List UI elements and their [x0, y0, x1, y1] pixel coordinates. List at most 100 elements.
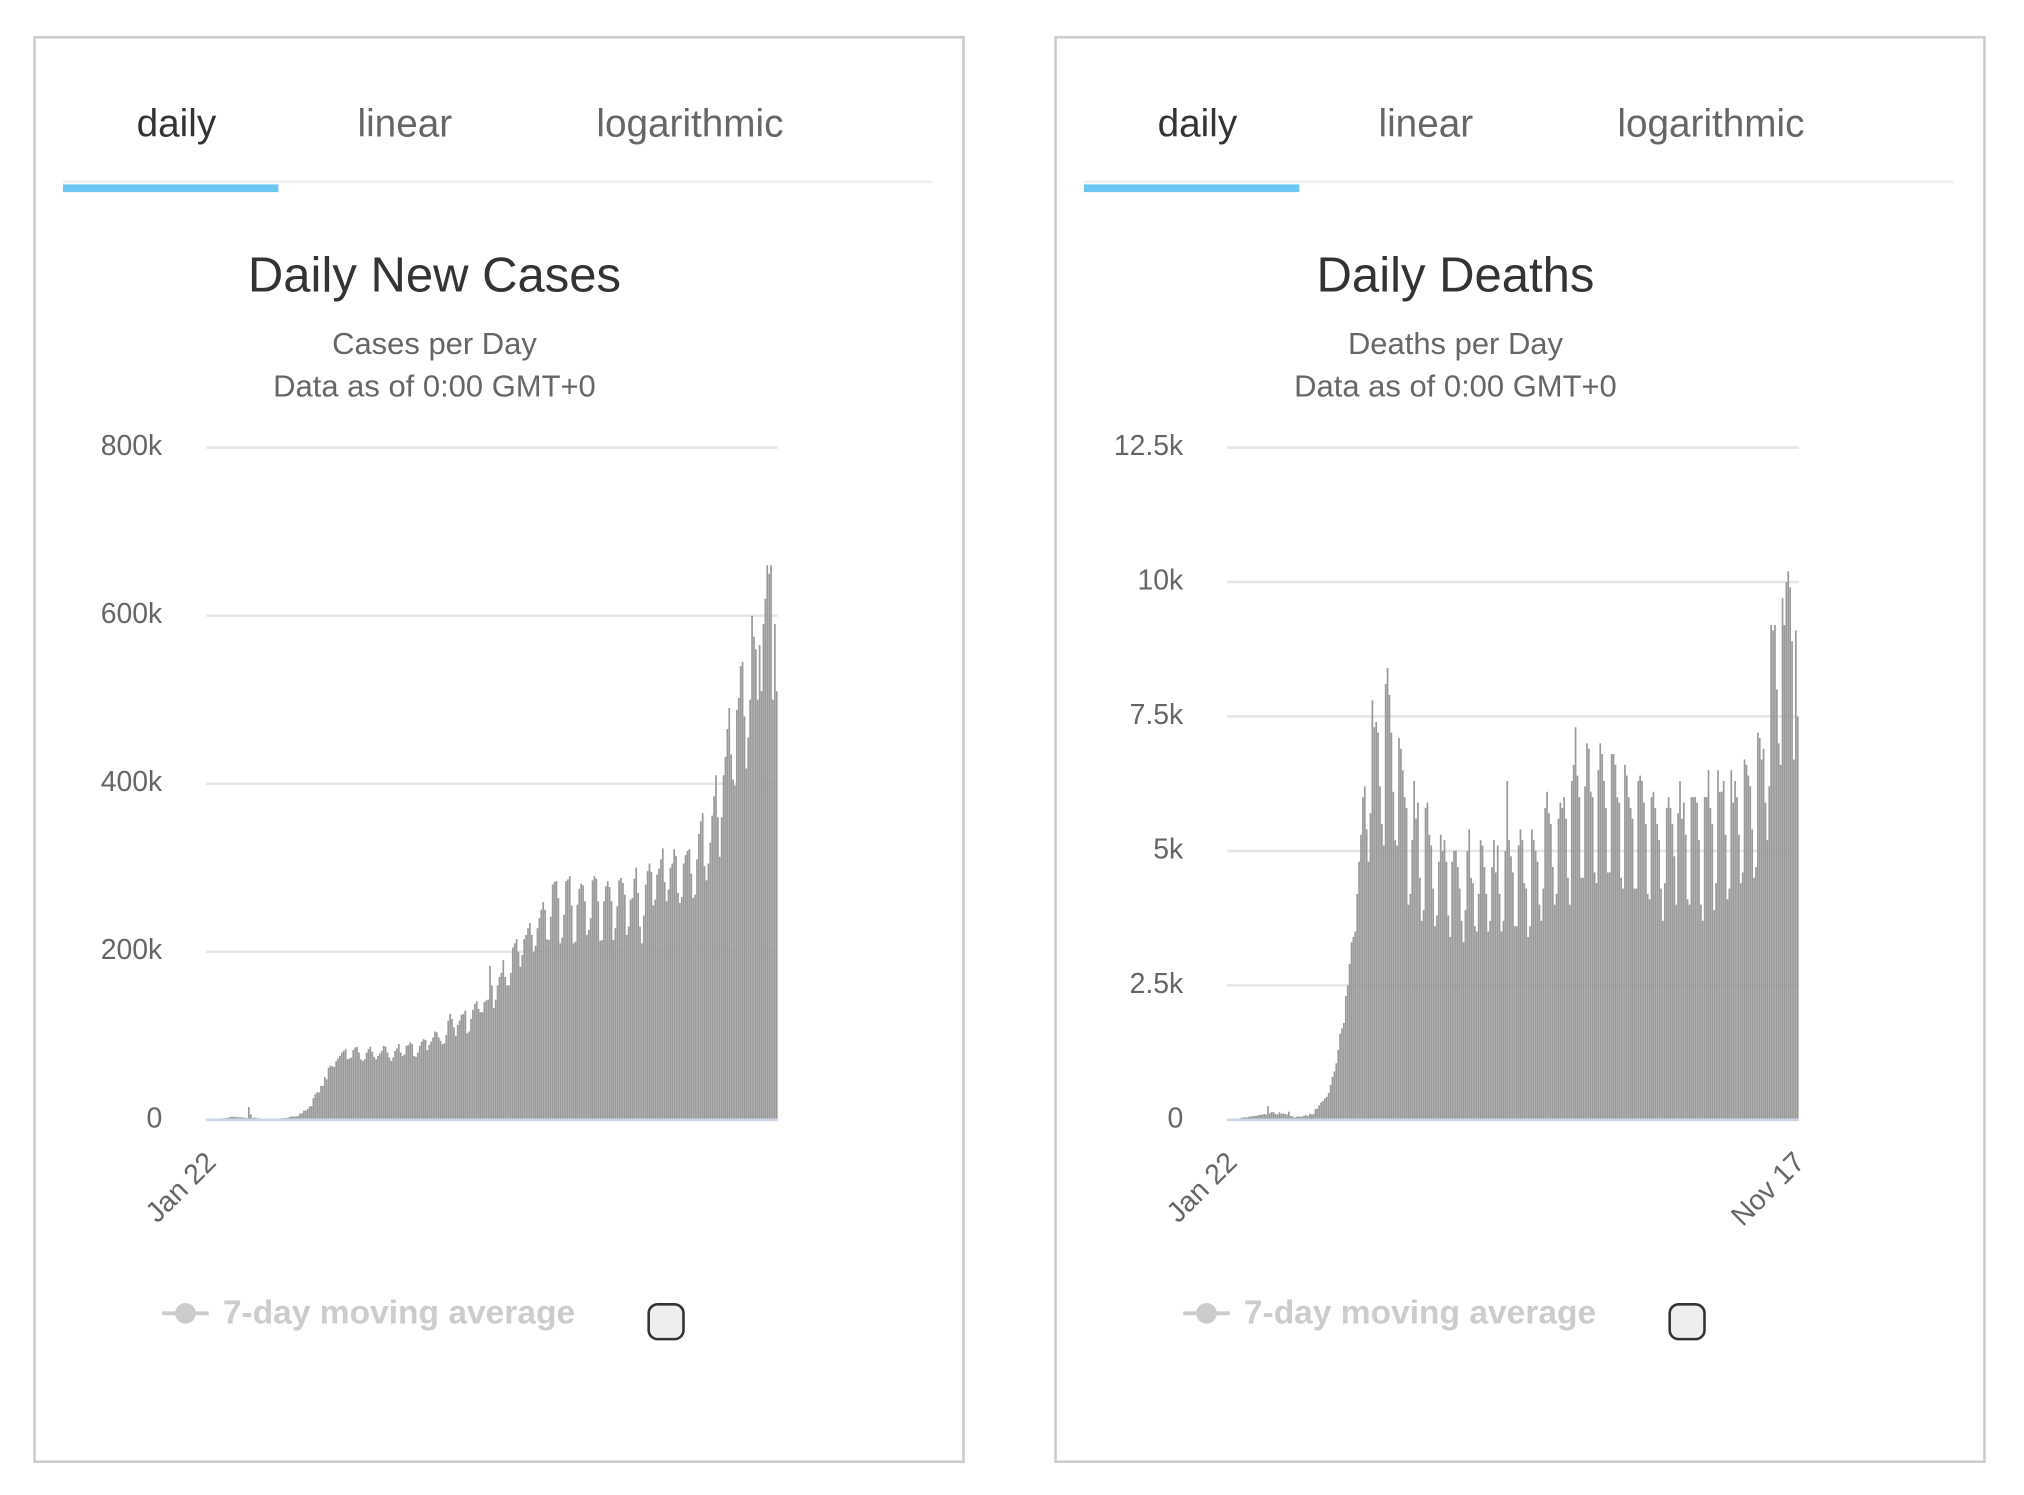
bar — [758, 645, 761, 1120]
bar — [435, 1032, 438, 1120]
bar — [504, 976, 507, 1120]
bar — [1595, 883, 1598, 1120]
bar — [451, 1018, 453, 1120]
bar — [1517, 845, 1520, 1120]
bar — [405, 1045, 408, 1120]
bar — [1310, 1114, 1313, 1120]
bar — [1635, 888, 1638, 1120]
y-tick-label: 0 — [146, 1102, 162, 1134]
bar — [1599, 743, 1602, 1120]
bar — [1436, 915, 1438, 1120]
tab[interactable]: daily — [1158, 103, 1238, 146]
bar — [1766, 840, 1769, 1120]
bar — [234, 1117, 237, 1120]
bar — [441, 1044, 444, 1120]
bar — [557, 897, 560, 1120]
bar — [629, 899, 632, 1120]
bar — [310, 1106, 313, 1120]
bar — [663, 882, 666, 1120]
bar — [1320, 1102, 1322, 1120]
bar — [1403, 797, 1406, 1120]
bar — [502, 960, 505, 1120]
legend-label[interactable]: 7-day moving average — [223, 1294, 575, 1331]
bar — [648, 863, 651, 1120]
bar — [1751, 829, 1754, 1120]
chart-subtitle: Cases per Day — [332, 326, 537, 361]
bar — [500, 972, 503, 1120]
bar — [627, 926, 630, 1120]
bar — [1663, 883, 1666, 1120]
bar — [521, 955, 524, 1120]
bar — [1329, 1084, 1332, 1120]
bar — [568, 876, 571, 1120]
bar — [637, 892, 639, 1120]
bar — [717, 817, 719, 1120]
bar — [1532, 840, 1535, 1120]
bar — [432, 1037, 434, 1120]
bar — [396, 1048, 398, 1120]
bar — [1280, 1113, 1283, 1120]
bar — [705, 880, 708, 1120]
bar — [1783, 625, 1786, 1120]
bar — [517, 951, 520, 1120]
bar — [460, 1014, 463, 1120]
tab[interactable]: linear — [358, 103, 453, 146]
bar — [379, 1053, 381, 1120]
bar — [228, 1117, 231, 1120]
bar — [295, 1116, 298, 1120]
bar — [1622, 888, 1624, 1120]
bar — [1382, 845, 1385, 1120]
bar — [485, 1000, 488, 1120]
bar — [339, 1055, 341, 1120]
bar — [1555, 893, 1558, 1120]
bar — [494, 999, 497, 1120]
bar — [1662, 920, 1664, 1120]
bar — [350, 1057, 353, 1120]
bar — [1306, 1116, 1309, 1120]
bar — [641, 943, 643, 1120]
tab[interactable]: logarithmic — [1617, 103, 1804, 146]
bar — [589, 918, 592, 1120]
bar — [603, 901, 605, 1120]
bar — [394, 1050, 396, 1120]
bar — [415, 1056, 417, 1120]
bar — [623, 894, 626, 1120]
bar — [1278, 1112, 1281, 1120]
bar — [1717, 770, 1719, 1120]
bar — [1682, 802, 1685, 1120]
tab[interactable]: linear — [1379, 103, 1474, 146]
bar — [726, 729, 729, 1120]
bar — [1455, 850, 1457, 1120]
bar — [1303, 1115, 1305, 1120]
legend-label[interactable]: 7-day moving average — [1244, 1294, 1596, 1331]
legend-checkbox[interactable] — [1668, 1303, 1706, 1341]
bar — [323, 1076, 326, 1120]
bar — [1777, 743, 1780, 1120]
legend-symbol[interactable] — [1196, 1303, 1217, 1324]
bar — [1760, 759, 1763, 1120]
bar — [1720, 791, 1723, 1120]
tab[interactable]: daily — [137, 103, 217, 146]
bar — [1481, 845, 1484, 1120]
bar — [468, 1031, 470, 1120]
bar — [388, 1057, 391, 1120]
bar — [1722, 781, 1725, 1120]
bar — [1665, 807, 1668, 1120]
bar — [766, 565, 769, 1120]
bar — [293, 1116, 296, 1120]
bar — [1690, 797, 1693, 1120]
bar — [430, 1041, 432, 1120]
legend-symbol[interactable] — [175, 1303, 196, 1324]
tab[interactable]: logarithmic — [596, 103, 783, 146]
bar — [559, 943, 562, 1120]
bar — [386, 1052, 389, 1120]
bar — [1350, 942, 1353, 1120]
bar — [1605, 807, 1607, 1120]
bar — [1643, 802, 1645, 1120]
legend-checkbox[interactable] — [647, 1303, 685, 1341]
bar — [686, 850, 689, 1120]
bar — [481, 1012, 484, 1120]
bar — [1574, 727, 1577, 1120]
bar — [1774, 625, 1776, 1120]
bar — [428, 1045, 431, 1120]
